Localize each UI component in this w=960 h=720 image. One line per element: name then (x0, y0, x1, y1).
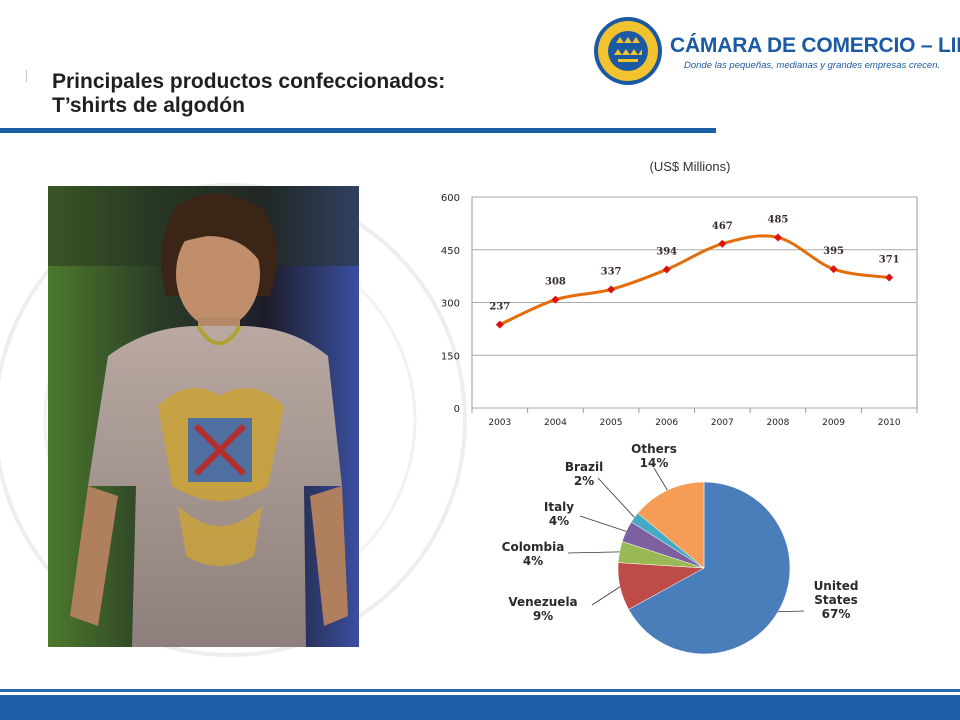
data-point (551, 295, 560, 304)
x-tick-label: 2010 (878, 418, 901, 428)
data-label: 485 (768, 214, 789, 225)
leader-line (591, 586, 621, 606)
model-tshirt-photo (48, 186, 359, 647)
data-label: 237 (489, 302, 510, 313)
x-tick-label: 2005 (600, 418, 623, 428)
x-tick-label: 2007 (711, 418, 734, 428)
x-tick-label: 2004 (544, 418, 567, 428)
data-label: 308 (545, 277, 566, 288)
slide-title-line-1: Principales productos confeccionados: (52, 70, 446, 93)
slice-label: Colombia 4% (502, 540, 565, 568)
slice-label-line: 2% (574, 474, 594, 488)
slice-label: Brazil 2% (565, 460, 603, 488)
title-underline (0, 128, 716, 133)
leader-line (597, 477, 635, 518)
y-tick-label: 0 (454, 404, 460, 415)
footer-gap (0, 692, 960, 695)
slice-label: Venezuela 9% (508, 595, 577, 623)
slice-label-line: 67% (822, 607, 851, 621)
slice-label-line: Venezuela (508, 595, 577, 609)
x-tick-label: 2003 (488, 418, 511, 428)
leader-line (778, 610, 805, 613)
data-label: 394 (656, 246, 677, 257)
leader-line (653, 467, 668, 491)
slice-label-line: Italy (544, 500, 574, 514)
data-point (829, 265, 838, 274)
data-label: 467 (712, 221, 733, 232)
title-marker (26, 70, 27, 82)
data-label: 395 (823, 246, 844, 257)
leader-line (567, 551, 620, 554)
slice-label-line: 4% (549, 514, 569, 528)
chart-units-label: (US$ Millions) (649, 159, 731, 174)
footer-bar (0, 695, 960, 720)
pie-slice (628, 481, 791, 655)
slice-label: Others 14% (631, 442, 677, 470)
leader-line (579, 515, 627, 532)
exports-line-chart: 0 150 300 450 600 2003 2004 2005 2006 2007 2008 20… (441, 193, 918, 428)
camara-logo-seal (594, 17, 662, 85)
data-point (773, 233, 782, 242)
y-tick-label: 150 (441, 351, 460, 362)
slice-label-line: States (814, 593, 858, 607)
data-label: 337 (601, 266, 622, 277)
x-tick-label: 2008 (766, 418, 789, 428)
footer-rule (0, 689, 960, 692)
y-tick-label: 600 (441, 193, 460, 204)
slice-label-line: Brazil (565, 460, 603, 474)
destination-pie-chart: United States 67%Venezuela 9%Colombia 4%Ital… (502, 442, 859, 655)
pie-slice (637, 481, 705, 569)
data-point (495, 320, 504, 329)
data-point (885, 273, 894, 282)
logo-tagline: Donde las pequeñas, medianas y grandes e… (684, 60, 941, 71)
x-tick-label: 2009 (822, 418, 845, 428)
slice-label-line: Others (631, 442, 677, 456)
slice-label-line: 14% (640, 456, 669, 470)
slide-title-line-2: T’shirts de algodón (52, 94, 245, 117)
slice-label-line: Colombia (502, 540, 565, 554)
data-point (607, 285, 616, 294)
series-line (499, 234, 890, 327)
logo-name: CÁMARA DE COMERCIO – LIMA (670, 34, 960, 57)
data-label: 371 (879, 255, 900, 266)
slice-label: United States 67% (814, 579, 859, 621)
y-tick-label: 450 (441, 246, 460, 257)
data-point (718, 239, 727, 248)
slice-label-line: 9% (533, 609, 553, 623)
slice-label: Italy 4% (544, 500, 574, 528)
y-tick-label: 300 (441, 299, 460, 310)
slice-label-line: United (814, 579, 859, 593)
x-tick-label: 2006 (655, 418, 678, 428)
data-point (662, 265, 671, 274)
slice-label-line: 4% (523, 554, 543, 568)
slide-title: Principales productos confeccionados: T’… (52, 70, 445, 118)
